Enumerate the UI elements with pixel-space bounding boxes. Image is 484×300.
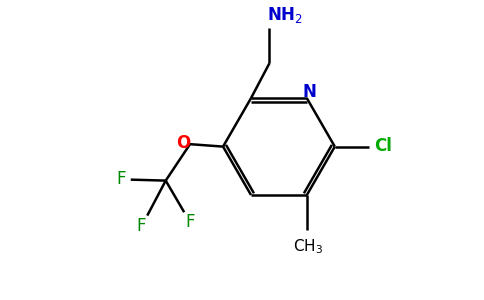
Text: F: F: [185, 213, 195, 231]
Text: O: O: [177, 134, 191, 152]
Text: F: F: [116, 170, 126, 188]
Text: Cl: Cl: [375, 136, 393, 154]
Text: N: N: [302, 83, 316, 101]
Text: F: F: [136, 217, 146, 235]
Text: CH$_3$: CH$_3$: [293, 238, 323, 256]
Text: NH$_2$: NH$_2$: [267, 4, 303, 25]
